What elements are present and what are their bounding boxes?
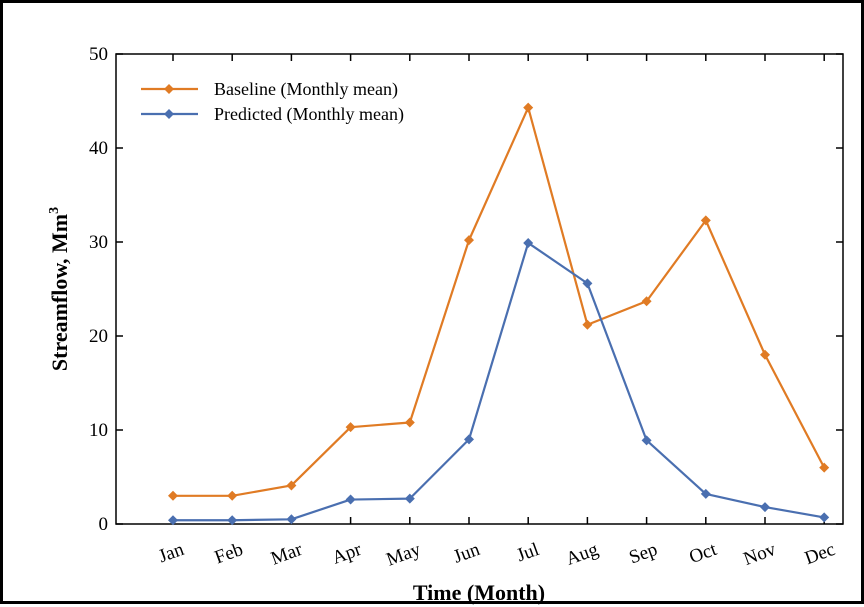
y-tick-label: 40	[89, 138, 108, 159]
y-axis-title-group: Streamflow, Mm3	[47, 207, 72, 371]
y-axis-title: Streamflow, Mm3	[47, 207, 72, 371]
y-axis: 0 10 20 30 40 50	[89, 44, 843, 535]
data-point-1-0	[168, 515, 178, 526]
x-tick-label: Oct	[687, 539, 721, 568]
x-tick-label: Jan	[156, 539, 187, 568]
data-point-0-4	[404, 417, 415, 428]
y-tick-label: 0	[99, 514, 109, 535]
data-point-1-11	[819, 512, 830, 523]
y-tick-label: 20	[89, 326, 108, 347]
x-axis: Jan Feb Mar Apr May Jun Jul Aug Sep Oct Nov Dec	[156, 54, 838, 571]
data-point-0-5	[464, 235, 474, 246]
data-point-0-2	[286, 480, 297, 491]
y-tick-label: 30	[89, 232, 108, 253]
data-point-0-10	[760, 349, 770, 360]
data-point-0-1	[227, 490, 238, 501]
y-axis-title-main: Streamflow, Mm	[47, 214, 72, 371]
x-tick-label: Sep	[626, 539, 660, 568]
data-point-1-6	[523, 237, 534, 248]
y-tick-label: 50	[89, 44, 108, 65]
plot-area	[115, 53, 844, 525]
x-tick-label: Apr	[329, 539, 365, 569]
data-point-1-3	[345, 494, 356, 505]
x-tick-label: Jul	[514, 539, 542, 566]
series-line-0	[173, 106, 826, 497]
data-point-0-8	[641, 296, 652, 307]
line-chart: 0 10 20 30 40 50 Jan Feb Mar Apr May Jun Jul Aug Sep O…	[47, 44, 844, 605]
data-point-1-7	[582, 278, 593, 289]
data-point-1-5	[464, 434, 474, 445]
data-point-1-9	[700, 488, 711, 499]
legend-marker-1	[164, 109, 174, 119]
legend-marker-0	[164, 84, 174, 94]
data-point-1-4	[404, 493, 415, 504]
x-axis-title: Time (Month)	[413, 580, 545, 605]
x-tick-label: Jun	[451, 539, 483, 568]
x-tick-label: Aug	[563, 539, 601, 570]
data-point-1-1	[227, 515, 238, 526]
x-tick-label: Dec	[802, 539, 838, 569]
data-point-0-9	[700, 215, 711, 226]
x-tick-label: Nov	[741, 539, 779, 570]
data-point-1-10	[760, 502, 770, 513]
legend: Baseline (Monthly mean) Predicted (Monthl…	[141, 79, 404, 125]
data-point-0-0	[168, 490, 178, 501]
data-point-0-3	[345, 422, 356, 433]
data-point-0-6	[523, 102, 534, 113]
series-markers	[168, 102, 830, 526]
legend-label-0: Baseline (Monthly mean)	[214, 79, 398, 100]
y-axis-title-superscript: 3	[47, 207, 62, 214]
series-line-1	[173, 241, 825, 522]
x-tick-label: Feb	[212, 539, 246, 568]
data-point-1-8	[641, 435, 652, 446]
legend-label-1: Predicted (Monthly mean)	[214, 104, 404, 125]
y-tick-label: 10	[89, 420, 108, 441]
data-point-0-11	[819, 462, 830, 473]
x-tick-label: Mar	[268, 539, 306, 570]
series-lines	[173, 106, 826, 522]
data-point-1-2	[286, 514, 297, 525]
x-tick-label: May	[384, 539, 424, 571]
data-point-0-7	[582, 319, 593, 330]
